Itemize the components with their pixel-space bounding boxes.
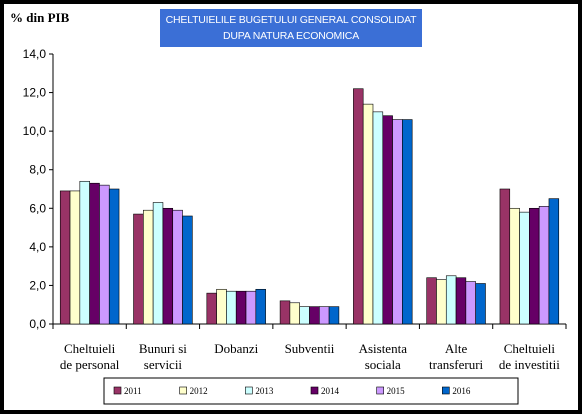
bar-2011 xyxy=(279,300,291,325)
legend-label-2016: 2016 xyxy=(452,386,471,396)
legend-label-2011: 2011 xyxy=(124,386,142,396)
category-label: Dobanzi xyxy=(214,341,258,356)
y-tick-label: 12,0 xyxy=(23,86,47,100)
category-label: de personal xyxy=(60,357,120,372)
y-tick-label: 6,0 xyxy=(29,201,46,215)
bar-2014 xyxy=(529,207,540,325)
bar-2015 xyxy=(392,119,403,325)
legend-label-2014: 2014 xyxy=(321,386,340,396)
chart-title: CHELTUIELILE BUGETULUI GENERAL CONSOLIDA… xyxy=(160,9,422,47)
category-label: de investitii xyxy=(499,357,560,372)
bar-2012 xyxy=(69,190,81,325)
bar-2016 xyxy=(255,288,266,325)
y-axis-label: % din PIB xyxy=(10,10,70,25)
bar-2011 xyxy=(206,292,217,325)
bar-2015 xyxy=(318,306,330,325)
bar-2015 xyxy=(245,290,257,325)
bar-2013 xyxy=(445,275,457,325)
y-tick-label: 14,0 xyxy=(23,47,47,61)
bar-2016 xyxy=(475,283,486,325)
bar-2012 xyxy=(362,103,374,325)
bar-2015 xyxy=(538,206,550,325)
bar-2011 xyxy=(133,213,144,325)
category-label: transferuri xyxy=(429,357,484,372)
y-tick-label: 8,0 xyxy=(29,163,46,177)
bar-2014 xyxy=(89,182,100,325)
legend-swatch-2011 xyxy=(113,386,122,395)
bar-2011 xyxy=(499,188,511,325)
bar-2011 xyxy=(426,277,437,325)
bar-2013 xyxy=(152,202,164,325)
bar-2013 xyxy=(372,111,384,325)
category-label: Asistenta xyxy=(359,341,408,356)
category-label: Subventii xyxy=(285,341,335,356)
bar-2013 xyxy=(299,306,310,325)
y-tick-label: 4,0 xyxy=(29,240,46,254)
legend-label-2013: 2013 xyxy=(255,386,273,396)
bar-2014 xyxy=(235,290,247,325)
bar-2012 xyxy=(436,279,447,325)
bar-2016 xyxy=(182,215,193,325)
y-tick-label: 2,0 xyxy=(29,278,46,292)
bar-2015 xyxy=(465,281,476,325)
bar-2013 xyxy=(226,290,237,325)
category-label: sociala xyxy=(365,357,401,372)
bar-2012 xyxy=(289,302,300,325)
bar-2011 xyxy=(59,190,71,325)
bar-2014 xyxy=(309,306,320,325)
bar-2014 xyxy=(382,115,393,325)
legend-label-2012: 2012 xyxy=(190,386,208,396)
bar-2011 xyxy=(353,88,364,325)
bar-2014 xyxy=(162,207,174,325)
category-label: Bunuri si xyxy=(139,341,187,356)
bar-2016 xyxy=(402,119,413,325)
chart-title-line-1: CHELTUIELILE BUGETULUI GENERAL CONSOLIDA… xyxy=(165,14,417,26)
bar-2015 xyxy=(99,184,110,325)
legend-label-2015: 2015 xyxy=(387,386,406,396)
bar-2012 xyxy=(143,209,154,325)
legend-swatch-2015 xyxy=(376,386,384,395)
category-label: servicii xyxy=(144,357,183,372)
bar-2016 xyxy=(108,188,120,325)
legend-swatch-2012 xyxy=(179,386,187,395)
y-tick-label: 0,0 xyxy=(29,317,46,331)
chart-title-line-2: DUPA NATURA ECONOMICA xyxy=(222,30,359,42)
legend-swatch-2014 xyxy=(310,386,319,395)
y-tick-label: 10,0 xyxy=(23,124,47,138)
bar-2016 xyxy=(328,306,340,325)
bar-2016 xyxy=(548,198,560,325)
category-label: Cheltuieli xyxy=(64,341,116,356)
legend-swatch-2013 xyxy=(245,386,253,395)
category-label: Cheltuieli xyxy=(504,341,556,356)
bar-2013 xyxy=(519,211,530,325)
bar-2012 xyxy=(509,207,520,325)
bar-2012 xyxy=(216,288,227,325)
bar-2013 xyxy=(79,180,90,325)
legend-swatch-2016 xyxy=(442,386,450,395)
bar-2014 xyxy=(455,277,467,325)
bar-2015 xyxy=(172,209,183,325)
category-label: Alte xyxy=(445,341,468,356)
